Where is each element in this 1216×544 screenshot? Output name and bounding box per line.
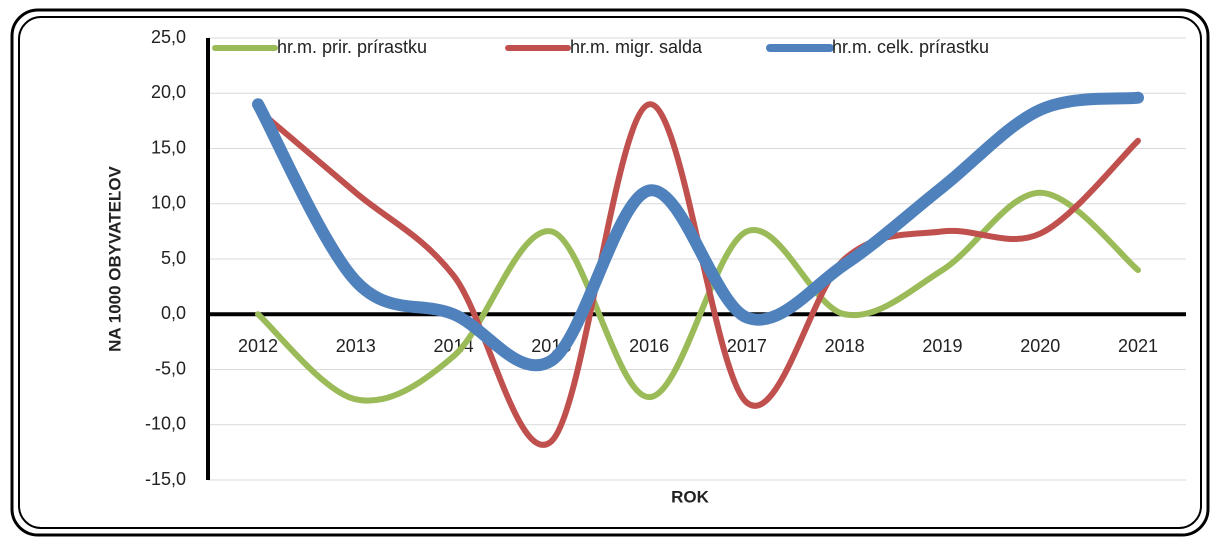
y-tick-label: 5,0 [161,248,186,268]
y-tick-label: 25,0 [151,27,186,47]
y-tick-label: 0,0 [161,303,186,323]
legend-label: hr.m. migr. salda [570,37,703,57]
x-axis-label: ROK [671,487,710,506]
legend-label: hr.m. prir. prírastku [277,37,427,57]
y-tick-label: -10,0 [145,414,186,434]
y-axis-label: NA 1000 OBYVATEĽOV [105,165,124,351]
x-tick-label: 2021 [1118,336,1158,356]
y-tick-label: -5,0 [155,358,186,378]
x-tick-label: 2020 [1020,336,1060,356]
y-tick-label: -15,0 [145,469,186,489]
frame-inner [18,16,1202,529]
x-tick-label: 2019 [922,336,962,356]
legend-label: hr.m. celk. prírastku [832,37,989,57]
series-line [255,101,1141,448]
y-tick-label: 15,0 [151,137,186,157]
x-tick-label: 2017 [727,336,767,356]
series-line [252,91,1144,372]
x-tick-label: 2018 [825,336,865,356]
x-tick-label: 2013 [336,336,376,356]
frame-outer [10,8,1210,537]
y-tick-label: 10,0 [151,193,186,213]
y-tick-label: 20,0 [151,82,186,102]
x-tick-label: 2016 [629,336,669,356]
x-tick-label: 2012 [238,336,278,356]
